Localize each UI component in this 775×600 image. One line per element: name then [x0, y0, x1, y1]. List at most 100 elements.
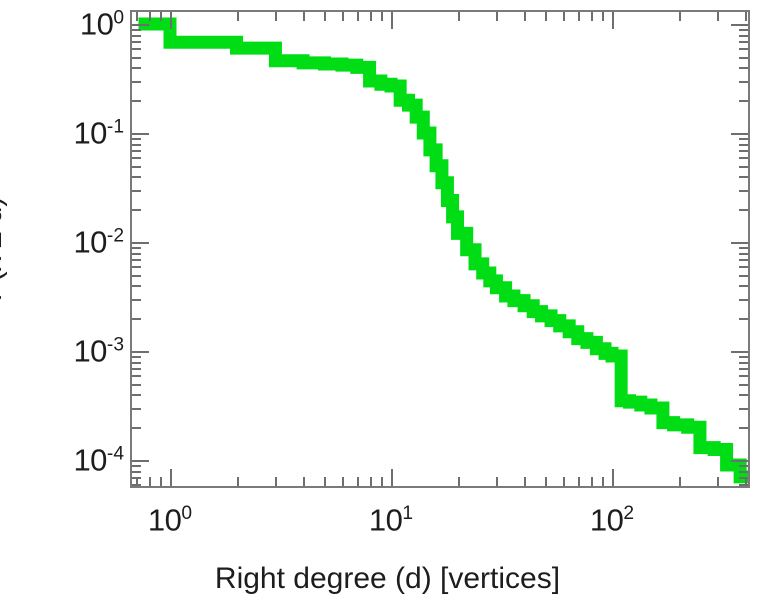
x-tick-major-top [391, 12, 393, 29]
y-tick-minor-right [739, 484, 748, 487]
x-tick-minor [457, 477, 460, 486]
y-tick-minor-right [739, 80, 748, 83]
y-tick-minor-right [739, 470, 748, 473]
x-tick-minor [135, 477, 138, 486]
x-tick-minor [275, 477, 278, 486]
y-tick-minor-right [739, 176, 748, 179]
y-tick-minor-right [739, 464, 748, 467]
y-tick-major-right [731, 242, 748, 244]
y-tick-label: 10-2 [73, 224, 124, 260]
y-tick-minor-right [739, 367, 748, 370]
y-tick-major [132, 242, 149, 244]
x-tick-minor [324, 477, 327, 486]
y-tick-major [132, 351, 149, 353]
x-tick-major [391, 469, 393, 486]
x-tick-minor-top [717, 12, 720, 21]
x-tick-minor-top [496, 12, 499, 21]
y-tick-label: 10-3 [73, 333, 124, 369]
y-tick-minor [132, 137, 141, 140]
y-tick-minor [132, 209, 141, 212]
y-tick-minor-right [739, 375, 748, 378]
x-tick-label: 100 [147, 502, 193, 538]
y-tick-minor [132, 375, 141, 378]
y-tick-minor-right [739, 252, 748, 255]
x-tick-minor [496, 477, 499, 486]
x-tick-minor-top [341, 12, 344, 21]
x-tick-label: 101 [368, 502, 414, 538]
y-tick-minor [132, 266, 141, 269]
y-tick-major [132, 460, 149, 462]
y-tick-minor-right [739, 361, 748, 364]
x-tick-minor [524, 477, 527, 486]
y-tick-minor [132, 246, 141, 249]
series-line [138, 17, 748, 484]
y-tick-minor-right [739, 209, 748, 212]
x-tick-major-top [170, 12, 172, 29]
x-tick-minor [601, 477, 604, 486]
y-tick-minor [132, 427, 141, 430]
x-tick-minor-top [135, 12, 138, 21]
x-tick-minor [545, 477, 548, 486]
y-tick-minor [132, 56, 141, 59]
x-tick-major-top [612, 12, 614, 29]
x-tick-minor-top [324, 12, 327, 21]
plot-inner [132, 12, 748, 486]
x-tick-minor-top [356, 12, 359, 21]
x-tick-minor-top [380, 12, 383, 21]
x-tick-minor-top [236, 12, 239, 21]
y-tick-minor [132, 67, 141, 70]
y-tick-minor [132, 298, 141, 301]
x-tick-minor-top [577, 12, 580, 21]
y-tick-minor-right [739, 28, 748, 31]
x-tick-major [612, 469, 614, 486]
y-tick-minor-right [739, 100, 748, 103]
x-tick-minor [159, 477, 162, 486]
y-tick-minor [132, 34, 141, 37]
y-tick-minor [132, 285, 141, 288]
y-tick-minor [132, 274, 141, 277]
x-tick-minor [380, 477, 383, 486]
y-tick-minor-right [739, 157, 748, 160]
y-tick-minor-right [739, 165, 748, 168]
y-tick-label: 10-1 [73, 115, 124, 151]
y-tick-minor-right [739, 298, 748, 301]
y-tick-minor-right [739, 274, 748, 277]
y-tick-major-right [731, 133, 748, 135]
y-tick-minor-right [739, 40, 748, 43]
x-tick-label: 102 [589, 502, 635, 538]
y-tick-minor [132, 28, 141, 31]
x-tick-minor [236, 477, 239, 486]
y-tick-major [132, 24, 149, 26]
y-tick-minor [132, 476, 141, 479]
x-tick-minor [745, 477, 748, 486]
plot-area [130, 10, 750, 488]
y-tick-minor-right [739, 56, 748, 59]
x-tick-minor-top [678, 12, 681, 21]
y-tick-minor [132, 394, 141, 397]
y-tick-minor [132, 48, 141, 51]
x-tick-minor [678, 477, 681, 486]
y-tick-major-right [731, 460, 748, 462]
x-tick-minor [369, 477, 372, 486]
x-tick-minor-top [148, 12, 151, 21]
y-tick-minor [132, 189, 141, 192]
y-tick-minor-right [739, 394, 748, 397]
x-tick-minor-top [601, 12, 604, 21]
y-tick-minor [132, 318, 141, 321]
x-tick-major [170, 469, 172, 486]
y-tick-minor-right [739, 285, 748, 288]
x-tick-minor-top [545, 12, 548, 21]
x-tick-minor [562, 477, 565, 486]
x-axis-title: Right degree (d) [vertices] [214, 562, 561, 595]
x-tick-minor [303, 477, 306, 486]
y-tick-minor [132, 100, 141, 103]
x-tick-minor [356, 477, 359, 486]
x-tick-minor [341, 477, 344, 486]
y-tick-minor-right [739, 407, 748, 410]
y-tick-minor [132, 383, 141, 386]
y-tick-minor-right [739, 258, 748, 261]
series-ccdf-curve [138, 17, 748, 484]
y-tick-label: 10-4 [73, 442, 124, 478]
y-tick-major [132, 133, 149, 135]
